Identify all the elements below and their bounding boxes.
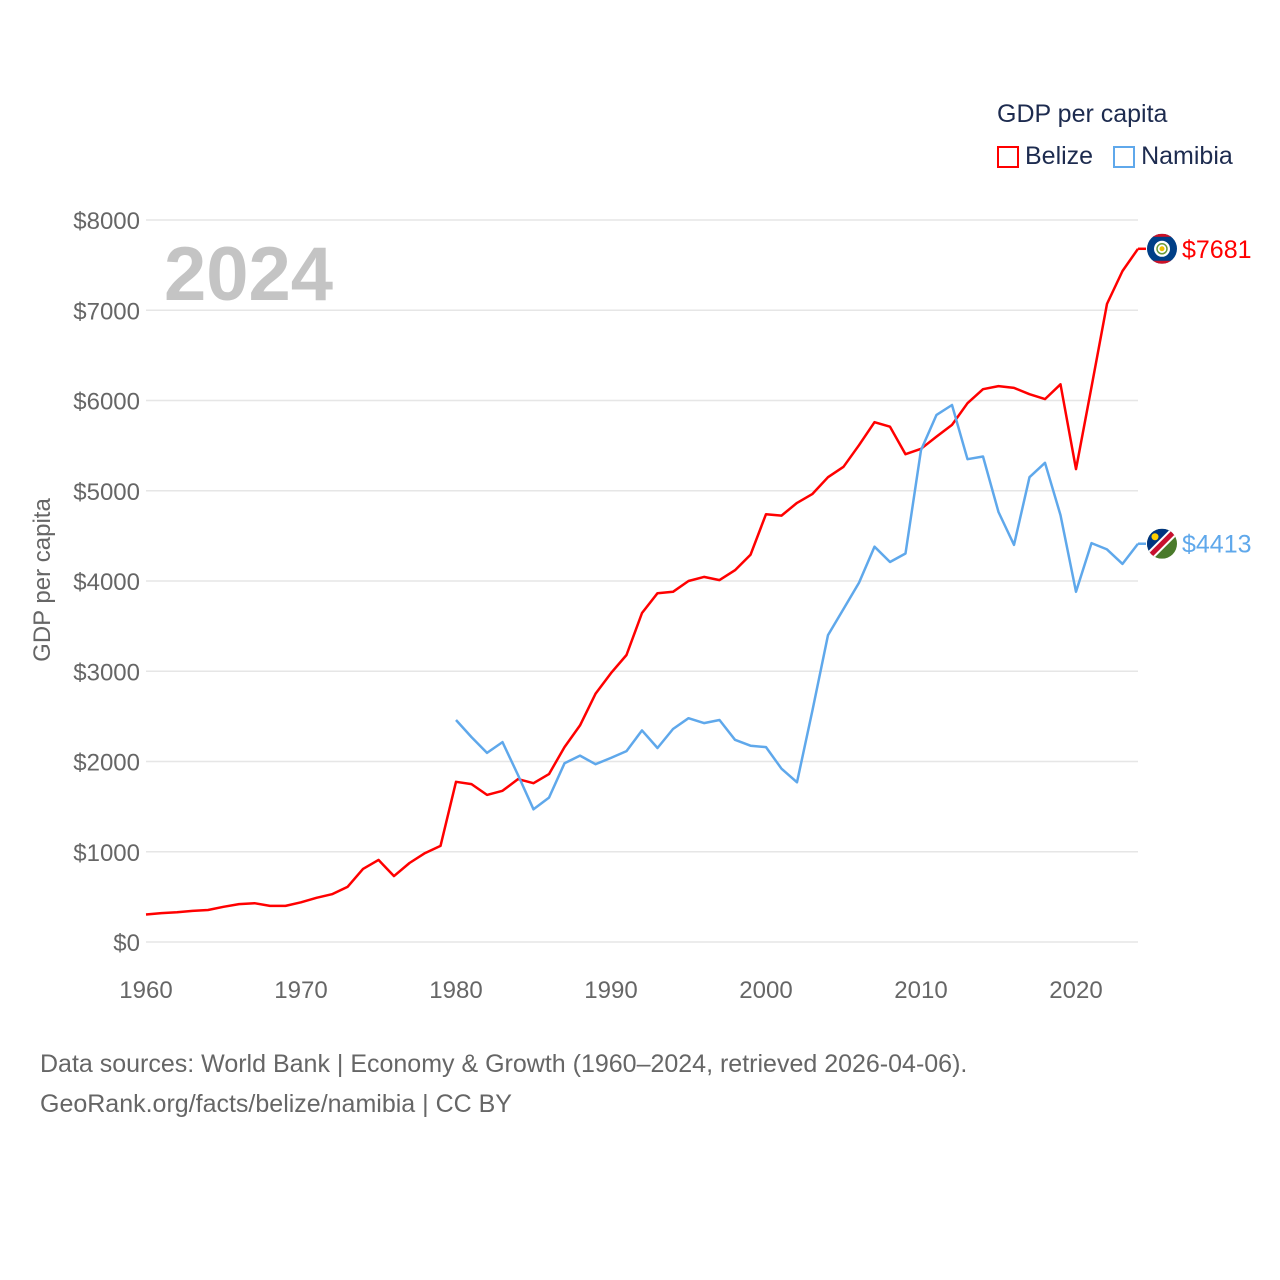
y-tick-label: $0 [113, 930, 140, 957]
x-tick-label: 1970 [274, 977, 327, 1004]
x-axis-ticks: 1960 1970 1980 1990 2000 2010 2020 [119, 977, 1102, 1004]
x-tick-label: 1990 [584, 977, 637, 1004]
x-tick-label: 2020 [1049, 977, 1102, 1004]
y-tick-label: $4000 [73, 569, 140, 596]
legend-item-belize[interactable]: Belize [997, 142, 1093, 171]
x-tick-label: 2000 [739, 977, 792, 1004]
y-tick-label: $2000 [73, 750, 140, 777]
namibia-flag-icon [1147, 528, 1177, 559]
series-lines [145, 248, 1140, 916]
legend-label: Namibia [1141, 142, 1233, 170]
legend-swatch-namibia [1113, 145, 1136, 168]
y-tick-label: $6000 [73, 389, 140, 416]
y-tick-label: $1000 [73, 840, 140, 867]
y-axis-title: GDP per capita [29, 498, 56, 662]
x-tick-label: 1960 [119, 977, 172, 1004]
legend-label: Belize [1025, 142, 1094, 170]
series-line-belize [145, 248, 1140, 916]
source-link[interactable]: GeoRank.org/facts/belize/namibia | CC BY [40, 1090, 512, 1118]
x-tick-label: 2010 [894, 977, 947, 1004]
legend: Belize Namibia [997, 142, 1233, 171]
belize-flag-icon [1147, 233, 1177, 264]
data-sources: Data sources: World Bank | Economy & Gro… [40, 1050, 968, 1078]
y-axis-ticks: $0 $1000 $2000 $3000 $4000 $5000 $6000 $7000 $80… [73, 208, 140, 957]
y-tick-label: $3000 [73, 659, 140, 686]
legend-title: GDP per capita [997, 100, 1168, 128]
legend-item-namibia[interactable]: Namibia [1113, 142, 1233, 171]
gridlines [146, 219, 1138, 943]
end-value-label: $7681 [1182, 236, 1252, 264]
legend-swatch-belize [997, 145, 1019, 168]
y-tick-label: $8000 [73, 208, 140, 235]
series-line-namibia [455, 403, 1139, 811]
footer: Data sources: World Bank | Economy & Gro… [40, 1044, 967, 1124]
end-value-label: $4413 [1182, 531, 1252, 559]
y-tick-label: $5000 [73, 479, 140, 506]
series-end-markers: $7681 $4413 [1138, 233, 1252, 559]
y-tick-label: $7000 [73, 298, 140, 325]
year-label: 2024 [164, 232, 333, 317]
x-tick-label: 1980 [429, 977, 482, 1004]
